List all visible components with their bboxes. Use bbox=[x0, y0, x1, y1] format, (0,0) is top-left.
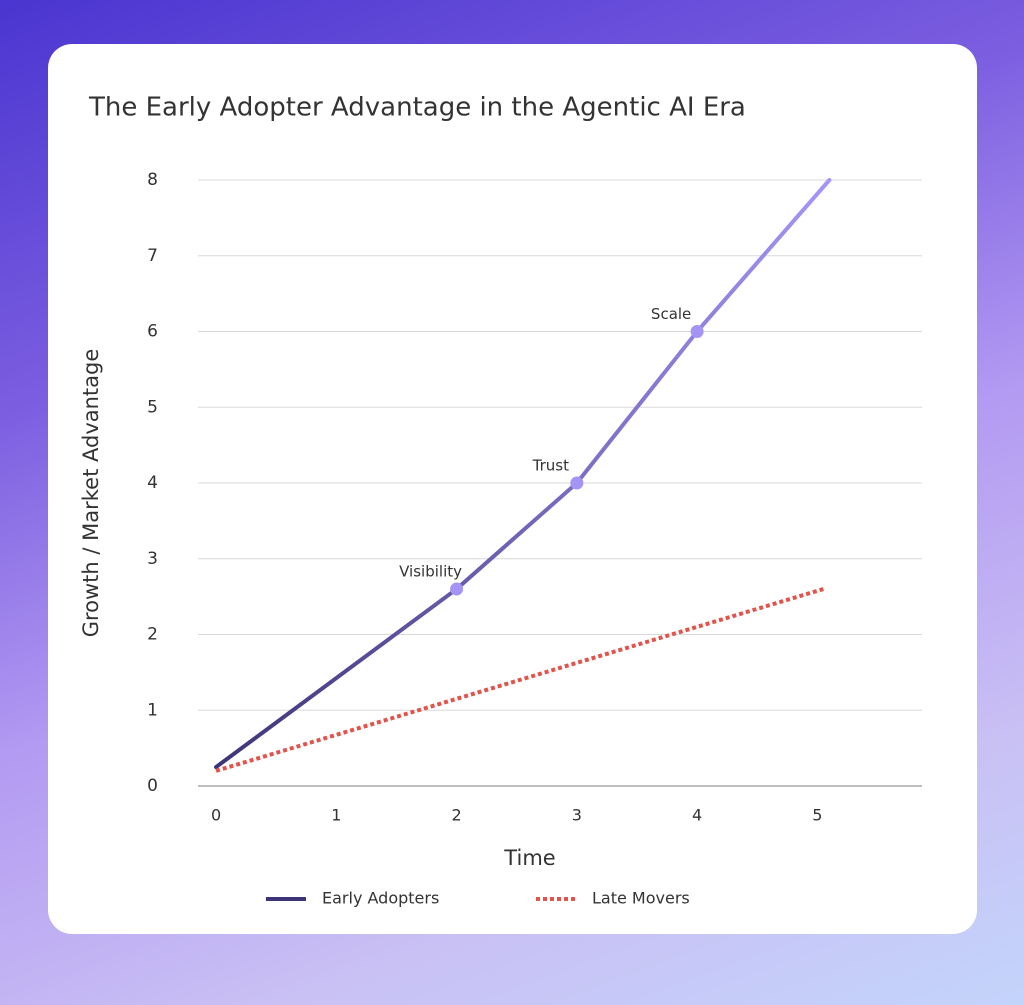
x-tick-label: 0 bbox=[211, 806, 221, 825]
point-marker bbox=[690, 325, 704, 338]
point-marker bbox=[570, 476, 584, 490]
point-label: Visibility bbox=[399, 563, 462, 581]
y-tick-label: 8 bbox=[147, 170, 158, 190]
point-marker bbox=[450, 582, 464, 596]
x-tick-label: 3 bbox=[572, 806, 582, 825]
y-tick-label: 0 bbox=[147, 776, 158, 796]
series-line bbox=[215, 587, 824, 773]
y-tick-label: 3 bbox=[147, 549, 158, 569]
point-label: Trust bbox=[532, 457, 569, 475]
legend-label: Early Adopters bbox=[322, 889, 439, 908]
y-tick-label: 6 bbox=[147, 322, 158, 342]
series-line bbox=[214, 178, 832, 770]
y-tick-label: 1 bbox=[147, 700, 158, 720]
y-tick-label: 4 bbox=[147, 473, 158, 493]
x-tick-label: 1 bbox=[331, 806, 341, 825]
x-tick-label: 2 bbox=[451, 806, 461, 825]
y-tick-label: 2 bbox=[147, 625, 158, 645]
y-axis-label: Growth / Market Advantage bbox=[79, 349, 103, 638]
legend-label: Late Movers bbox=[592, 889, 690, 908]
point-label: Scale bbox=[651, 305, 691, 323]
y-tick-label: 5 bbox=[147, 397, 158, 417]
x-tick-label: 4 bbox=[692, 806, 702, 825]
y-tick-label: 7 bbox=[147, 246, 158, 266]
x-axis-label: Time bbox=[503, 846, 555, 870]
x-tick-label: 5 bbox=[812, 806, 822, 825]
chart-title: The Early Adopter Advantage in the Agent… bbox=[88, 93, 746, 123]
